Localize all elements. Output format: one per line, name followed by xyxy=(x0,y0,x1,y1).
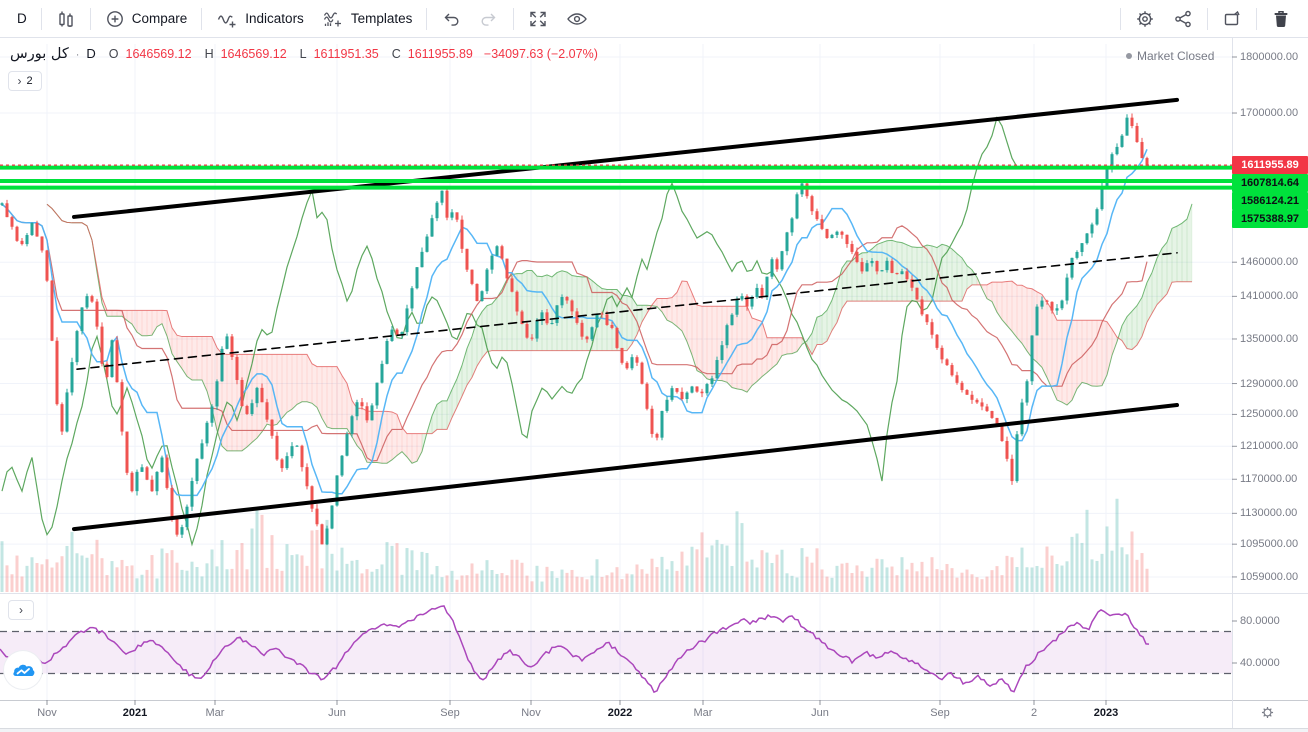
chart-logo-icon xyxy=(13,664,35,676)
chart-canvas[interactable] xyxy=(0,38,1308,732)
settings-button[interactable] xyxy=(1126,5,1164,33)
fullscreen-button[interactable] xyxy=(519,5,557,33)
open-label: O xyxy=(108,47,119,61)
chart-style-button[interactable] xyxy=(47,5,85,33)
indicator-count: 2 xyxy=(26,75,33,87)
symbol-legend: كل بورس · D O 1646569.12 H 1646569.12 L … xyxy=(10,46,598,62)
redo-icon xyxy=(479,9,499,29)
broker-logo[interactable] xyxy=(4,651,42,689)
indicators-wave-icon xyxy=(216,9,238,29)
gear-icon xyxy=(1261,706,1274,719)
toolbar-separator xyxy=(1256,7,1257,30)
share-icon xyxy=(1173,9,1193,29)
snapshot-button[interactable] xyxy=(1213,5,1251,33)
candlestick-icon xyxy=(56,9,76,29)
toolbar-separator xyxy=(1207,7,1208,30)
low-value: 1611951.35 xyxy=(313,47,379,61)
indicators-button[interactable]: Indicators xyxy=(207,5,313,33)
symbol-name[interactable]: كل بورس xyxy=(10,46,69,62)
undo-button[interactable] xyxy=(432,5,470,33)
templates-wave-icon xyxy=(322,9,344,29)
eye-icon xyxy=(566,9,588,29)
toolbar-separator xyxy=(1120,7,1121,30)
toolbar-separator xyxy=(426,7,428,30)
window-bottom-edge xyxy=(0,728,1308,732)
market-status-text: Market Closed xyxy=(1137,49,1215,63)
toolbar-separator xyxy=(89,7,91,30)
interval-label: D xyxy=(17,11,27,26)
settings-gear-icon xyxy=(1135,9,1155,29)
templates-button[interactable]: Templates xyxy=(313,5,422,33)
toolbar-right-group xyxy=(1115,5,1300,33)
templates-label: Templates xyxy=(350,11,413,26)
legend-interval: D xyxy=(86,46,96,61)
hide-drawings-button[interactable] xyxy=(557,5,597,33)
compare-plus-icon xyxy=(105,9,125,29)
time-axis-settings-button[interactable] xyxy=(1260,705,1275,725)
compare-label: Compare xyxy=(131,11,188,26)
indicators-label: Indicators xyxy=(245,11,304,26)
change-value: −34097.63 (−2.07%) xyxy=(483,47,598,61)
market-status: Market Closed xyxy=(1126,49,1214,63)
rsi-pane-collapse-button[interactable]: › xyxy=(8,600,34,620)
close-value: 1611955.89 xyxy=(407,47,473,61)
redo-button[interactable] xyxy=(470,5,508,33)
compare-button[interactable]: Compare xyxy=(96,5,197,33)
high-label: H xyxy=(204,47,214,61)
legend-separator: · xyxy=(75,49,80,61)
toolbar-separator xyxy=(513,7,515,30)
top-toolbar: D Compare Indicators Templates xyxy=(0,0,1308,38)
low-label: L xyxy=(299,47,307,61)
open-value: 1646569.12 xyxy=(125,47,192,61)
undo-icon xyxy=(441,9,461,29)
chevron-right-icon: › xyxy=(19,603,23,617)
interval-button[interactable]: D xyxy=(8,5,36,33)
trash-icon xyxy=(1271,9,1291,29)
legend-collapse-button[interactable]: › 2 xyxy=(8,71,42,91)
delete-button[interactable] xyxy=(1262,5,1300,33)
fullscreen-icon xyxy=(528,9,548,29)
toolbar-separator xyxy=(40,7,42,30)
snapshot-icon xyxy=(1222,9,1242,29)
share-button[interactable] xyxy=(1164,5,1202,33)
chevron-right-icon: › xyxy=(17,74,22,88)
status-dot-icon xyxy=(1126,53,1132,59)
toolbar-separator xyxy=(201,7,203,30)
high-value: 1646569.12 xyxy=(220,47,287,61)
close-label: C xyxy=(391,47,401,61)
